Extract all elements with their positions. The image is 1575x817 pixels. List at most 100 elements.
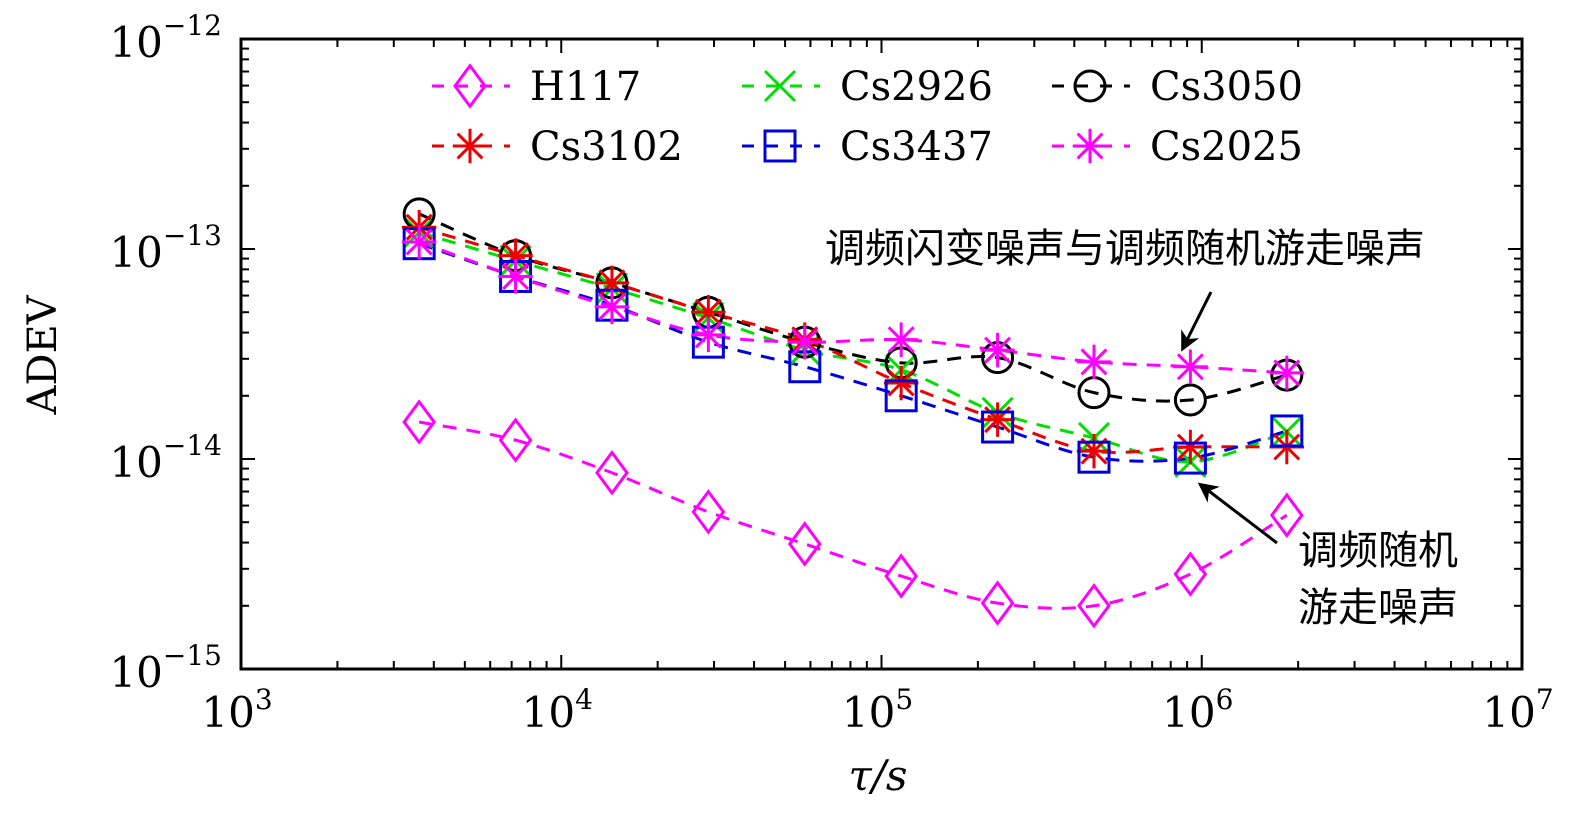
data-point-cs2025 <box>498 259 533 294</box>
legend-item-cs2926: Cs2926 <box>740 64 993 110</box>
data-point-cs3437 <box>1077 440 1111 474</box>
data-point-h117 <box>1173 551 1208 597</box>
series-markers <box>401 197 1305 629</box>
annotation-fm-rw-label-line1: 调频随机 <box>1298 528 1458 574</box>
data-point-h117 <box>884 553 919 599</box>
data-point-h117 <box>787 521 822 567</box>
legend-item-cs2025: Cs2025 <box>1050 124 1303 170</box>
circle-marker-shape <box>1073 69 1107 103</box>
y-tick-label: 10−13 <box>109 219 222 277</box>
y-axis-ticks <box>241 47 1522 670</box>
legend: H117 Cs2926 Cs3050 Cs3102 Cs3437 Cs2025 <box>430 63 1303 170</box>
star-marker-stroke <box>791 328 819 356</box>
data-point-h117 <box>402 399 437 445</box>
annotation-fm-flicker-and-rw-label: 调频闪变噪声与调频随机游走噪声 <box>825 226 1425 272</box>
data-point-h117 <box>595 449 629 496</box>
data-point-cs2025 <box>1076 344 1112 380</box>
star-marker-stroke <box>502 242 530 270</box>
star-marker-stroke <box>694 321 722 349</box>
star-marker-stroke <box>456 132 484 160</box>
legend-marker-cs2025 <box>1072 128 1108 164</box>
legend-item-cs3050: Cs3050 <box>1050 64 1303 110</box>
data-point-cs3437 <box>981 410 1015 444</box>
legend-label: Cs2926 <box>840 64 993 110</box>
star-marker-stroke <box>1076 132 1104 160</box>
data-point-h117 <box>691 489 726 535</box>
data-point-cs2025 <box>1269 355 1305 391</box>
x-tick-label: 107 <box>1482 683 1553 737</box>
legend-marker-h117 <box>453 63 487 109</box>
diamond-marker-shape <box>453 63 487 109</box>
data-point-cs2025 <box>787 324 823 360</box>
square-marker-shape <box>1077 440 1111 474</box>
x-axis-title: τ/s <box>849 751 908 800</box>
star-marker-stroke <box>1080 348 1108 376</box>
data-point-cs3437 <box>1173 441 1207 475</box>
star-marker-stroke <box>1176 433 1204 461</box>
square-marker-shape <box>1173 441 1207 475</box>
data-point-cs3050 <box>1173 383 1207 417</box>
legend-marker-cs3102 <box>452 128 488 164</box>
legend-label: Cs3050 <box>1150 64 1303 110</box>
series-line-cs2025 <box>418 240 1287 375</box>
square-marker-shape <box>1270 414 1304 448</box>
legend-label: H117 <box>530 64 641 110</box>
x-tick-label: 103 <box>201 683 272 737</box>
x-tick-label: 105 <box>842 683 913 737</box>
legend-marker-cs2926 <box>763 69 797 103</box>
star-marker-stroke <box>694 298 722 326</box>
legend-item-cs3437: Cs3437 <box>740 124 993 170</box>
data-point-cs3102 <box>498 238 533 273</box>
data-point-cs2025 <box>980 332 1015 368</box>
y-axis-tick-labels: 10−12 10−13 10−14 10−15 <box>109 9 222 697</box>
data-point-cs3102 <box>1173 429 1208 465</box>
diamond-marker-shape <box>1077 583 1111 629</box>
legend-marker-cs3437 <box>763 129 797 163</box>
data-point-h117 <box>498 417 533 463</box>
y-tick-label: 10−14 <box>109 429 222 487</box>
diamond-marker-shape <box>691 489 726 535</box>
diamond-marker-shape <box>595 449 629 496</box>
series-line-cs3102 <box>418 225 1287 455</box>
legend-label: Cs3437 <box>840 124 993 170</box>
series-line-h117 <box>418 420 1288 610</box>
series-line-cs3437 <box>418 242 1288 463</box>
diamond-marker-shape <box>1173 551 1208 597</box>
diamond-marker-shape <box>402 399 437 445</box>
data-point-cs3102 <box>980 402 1015 437</box>
diamond-marker-shape <box>498 417 533 463</box>
diamond-marker-shape <box>787 521 822 567</box>
data-point-cs3102 <box>883 365 919 401</box>
data-point-cs2025 <box>883 322 919 357</box>
star-marker-stroke <box>984 336 1012 364</box>
x-tick-label: 106 <box>1162 683 1233 737</box>
y-axis-title: ADEV <box>20 294 66 415</box>
x-axis-ticks <box>240 39 1509 669</box>
annotation-arrow-lower <box>1197 482 1278 545</box>
diamond-marker-shape <box>980 580 1015 626</box>
data-point-h117 <box>1077 583 1111 629</box>
legend-label: Cs2025 <box>1150 124 1303 170</box>
diamond-marker-shape <box>884 553 919 599</box>
annotation-fm-rw-label-line2: 游走噪声 <box>1298 585 1458 631</box>
data-point-cs2025 <box>594 289 630 325</box>
x-marker-stroke <box>763 69 797 103</box>
data-point-h117 <box>980 580 1015 626</box>
star-marker-stroke <box>405 228 433 256</box>
legend-marker-cs3050 <box>1073 69 1107 103</box>
legend-item-h117: H117 <box>430 63 641 110</box>
data-point-cs3437 <box>1270 414 1304 448</box>
data-point-cs3437 <box>884 379 918 413</box>
series-line-cs2926 <box>418 230 1288 464</box>
square-marker-shape <box>981 410 1015 444</box>
x-axis-tick-labels: 103 104 105 106 107 <box>201 683 1553 737</box>
series-lines <box>418 212 1288 610</box>
x-tick-label: 104 <box>522 683 593 737</box>
star-marker-stroke <box>887 326 915 354</box>
star-marker-stroke <box>887 369 915 397</box>
diamond-marker-shape <box>1269 492 1304 538</box>
square-marker-shape <box>763 129 797 163</box>
y-tick-label: 10−12 <box>109 9 222 67</box>
